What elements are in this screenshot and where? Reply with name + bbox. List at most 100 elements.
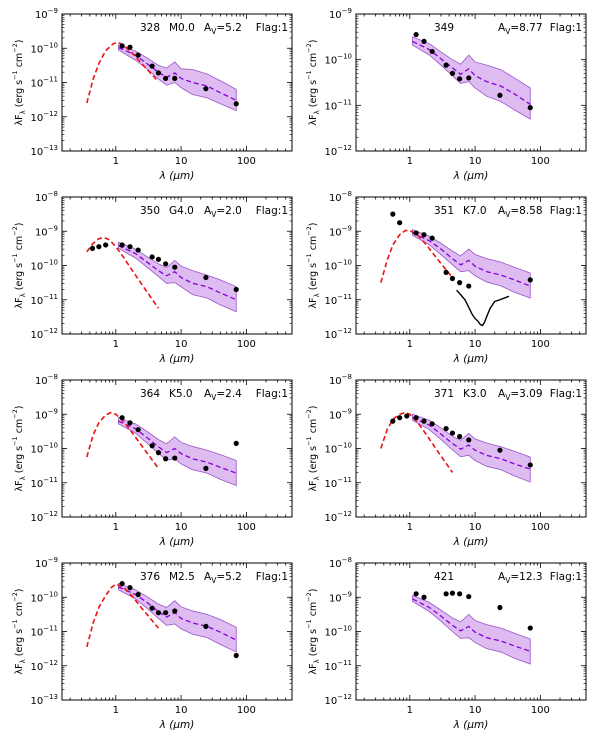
sed-panel-421: 1 10 100 10−12 10−11 10−10 10−9 10−8 λ (μm) λFλ (… bbox=[305, 556, 587, 731]
photometry-point bbox=[413, 31, 419, 38]
photometry-point bbox=[457, 591, 463, 597]
model-range-band bbox=[118, 44, 237, 112]
y-tick-label: 10−10 bbox=[324, 625, 352, 639]
y-tick-label: 10−10 bbox=[324, 53, 352, 67]
spectral-type-label: K3.0 bbox=[463, 388, 487, 400]
photometry-point bbox=[443, 591, 449, 597]
y-tick-label: 10−11 bbox=[30, 625, 58, 639]
y-tick-label: 10−8 bbox=[35, 373, 58, 387]
y-tick-label: 10−8 bbox=[329, 556, 352, 570]
photometry-point bbox=[457, 433, 463, 440]
x-tick-label: 10 bbox=[469, 339, 482, 350]
photometry-point bbox=[421, 38, 427, 45]
photometry-point bbox=[163, 75, 169, 81]
photometry-point bbox=[390, 211, 396, 217]
y-tick-label: 10−9 bbox=[329, 590, 352, 604]
sed-panel-371: 1 10 100 10−12 10−11 10−10 10−9 10−8 λ (μm) λFλ (… bbox=[305, 373, 587, 548]
extinction-label: AV=5.2 bbox=[204, 571, 242, 585]
photometry-point bbox=[163, 610, 169, 616]
x-tick-label: 1 bbox=[407, 705, 413, 716]
source-id-label: 376 bbox=[140, 571, 160, 583]
y-tick-label: 10−10 bbox=[30, 590, 58, 604]
flag-label: Flag:1 bbox=[550, 388, 582, 400]
model-median-line bbox=[412, 417, 531, 470]
model-median-line bbox=[412, 232, 531, 287]
photometry-point bbox=[119, 580, 125, 587]
photometry-point bbox=[127, 420, 133, 426]
model-range-band bbox=[412, 413, 531, 483]
y-tick-label: 10−12 bbox=[30, 659, 58, 673]
y-tick-label: 10−11 bbox=[30, 293, 58, 307]
y-tick-label: 10−12 bbox=[324, 327, 352, 341]
model-range-band bbox=[412, 228, 531, 299]
y-axis-label: λFλ (erg s−1 cm−2) bbox=[11, 589, 27, 675]
plot-frame bbox=[355, 13, 587, 152]
extinction-label: AV=3.09 bbox=[498, 388, 543, 402]
photometry-point bbox=[155, 450, 162, 456]
photometry-point bbox=[172, 608, 178, 614]
y-tick-label: 10−11 bbox=[324, 476, 352, 490]
sed-panel-350: 1 10 100 10−12 10−11 10−10 10−9 10−8 λ (μm) λFλ (… bbox=[11, 190, 293, 365]
photometry-point bbox=[449, 430, 456, 436]
y-tick-label: 10−11 bbox=[30, 476, 58, 490]
model-median-line bbox=[118, 420, 237, 474]
photometry-point bbox=[96, 244, 102, 250]
sed-panel-364: 1 10 100 10−12 10−11 10−10 10−9 10−8 λ (μm) λFλ (… bbox=[11, 373, 293, 548]
x-axis-label: λ (μm) bbox=[453, 536, 489, 548]
photometry-point bbox=[404, 413, 410, 419]
x-axis-label: λ (μm) bbox=[453, 719, 489, 731]
photometry-point bbox=[135, 591, 141, 598]
photometry-point bbox=[119, 242, 125, 248]
photometry-point bbox=[233, 101, 239, 107]
sed-panel-376: 1 10 100 10−13 10−12 10−11 10−10 10−9 λ (μm) λFλ … bbox=[11, 556, 293, 731]
photometry-point bbox=[457, 280, 463, 286]
plot-frame bbox=[61, 562, 293, 701]
model-median-line bbox=[412, 598, 531, 652]
flag-label: Flag:1 bbox=[550, 22, 582, 34]
flag-label: Flag:1 bbox=[256, 388, 288, 400]
y-tick-label: 10−9 bbox=[329, 407, 352, 421]
source-id-label: 350 bbox=[140, 205, 160, 217]
spectral-type-label: M2.5 bbox=[169, 571, 195, 583]
spectral-type-label: K7.0 bbox=[463, 205, 487, 217]
photometry-point bbox=[119, 415, 125, 421]
photometry-point bbox=[443, 62, 449, 68]
y-tick-label: 10−9 bbox=[329, 224, 352, 238]
y-axis-label: λFλ (erg s−1 cm−2) bbox=[11, 40, 27, 126]
y-axis-label: λFλ (erg s−1 cm−2) bbox=[305, 223, 321, 309]
photosphere-line bbox=[86, 236, 160, 309]
x-tick-label: 1 bbox=[113, 705, 119, 716]
x-tick-label: 10 bbox=[175, 522, 188, 533]
y-tick-label: 10−8 bbox=[329, 373, 352, 387]
x-tick-label: 1 bbox=[407, 156, 413, 167]
sed-panel-328: 1 10 100 10−13 10−12 10−11 10−10 10−9 λ (μm) λFλ … bbox=[11, 7, 293, 182]
photometry-point bbox=[149, 605, 155, 611]
photometry-point bbox=[443, 269, 449, 275]
y-tick-label: 10−12 bbox=[324, 144, 352, 158]
plot-area bbox=[86, 580, 239, 659]
photometry-point bbox=[397, 415, 403, 421]
x-tick-label: 10 bbox=[469, 522, 482, 533]
plot-area bbox=[380, 411, 533, 483]
photometry-point bbox=[135, 247, 141, 253]
model-range-band bbox=[118, 417, 237, 487]
plot-area bbox=[86, 41, 239, 112]
photometry-point bbox=[233, 286, 239, 293]
photometry-point bbox=[203, 465, 209, 471]
flag-label: Flag:1 bbox=[256, 22, 288, 34]
x-axis-label: λ (μm) bbox=[159, 719, 195, 731]
photometry-point bbox=[127, 585, 133, 591]
spectral-type-label: M0.0 bbox=[169, 22, 195, 34]
flag-label: Flag:1 bbox=[550, 205, 582, 217]
y-tick-label: 10−12 bbox=[324, 693, 352, 707]
y-axis-label: λFλ (erg s−1 cm−2) bbox=[305, 589, 321, 675]
photometry-point bbox=[119, 43, 125, 49]
photometry-point bbox=[449, 275, 456, 282]
x-axis-label: λ (μm) bbox=[159, 353, 195, 365]
extinction-label: AV=12.3 bbox=[498, 571, 543, 585]
photosphere-line bbox=[86, 583, 160, 648]
y-tick-label: 10−9 bbox=[35, 224, 58, 238]
photometry-point bbox=[127, 244, 133, 250]
y-tick-label: 10−10 bbox=[324, 259, 352, 273]
x-tick-label: 100 bbox=[531, 705, 550, 716]
